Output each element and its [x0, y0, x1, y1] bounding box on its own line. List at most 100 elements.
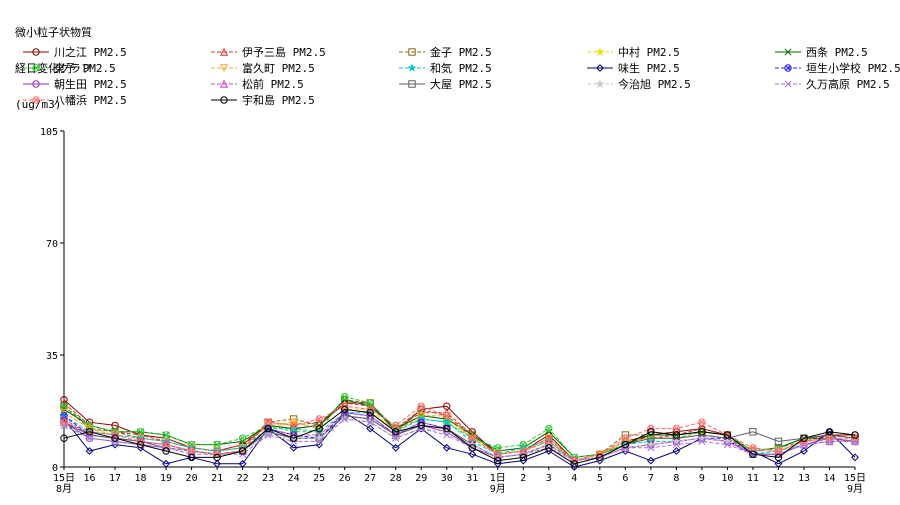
data-point: [289, 434, 298, 442]
data-point: [545, 444, 553, 452]
data-point: [800, 434, 808, 442]
legend-item: 中村 PM2.5: [586, 44, 680, 60]
data-point: [315, 415, 323, 423]
series-16: [60, 405, 859, 468]
legend-marker: [407, 63, 417, 72]
data-point: [60, 418, 68, 426]
legend-swatch: [775, 64, 801, 72]
chart-title-line-1: 微小粒子状物質: [15, 26, 92, 39]
legend-item: 垣生小学校 PM2.5: [774, 60, 900, 76]
data-point: [85, 447, 94, 455]
series-2: [60, 396, 859, 465]
data-point: [366, 408, 374, 417]
legend-marker: [32, 64, 40, 72]
x-tick-label: 14: [823, 473, 835, 484]
x-tick-label: 17: [109, 473, 121, 484]
legend-item: 久万高原 PM2.5: [774, 76, 890, 92]
data-point: [162, 447, 170, 455]
x-tick-label: 4: [571, 473, 577, 484]
legend-marker: [784, 64, 792, 72]
legend-item: 川之江 PM2.5: [22, 44, 127, 60]
data-point: [417, 421, 425, 430]
data-point: [187, 453, 196, 462]
data-point: [647, 444, 655, 452]
data-point: [289, 443, 298, 452]
data-point: [443, 412, 451, 420]
legend-swatch: [399, 48, 425, 56]
data-point: [468, 444, 476, 452]
legend-marker: [784, 48, 792, 56]
legend-marker: [784, 80, 792, 88]
x-month-label: 8月: [56, 483, 72, 495]
data-point: [851, 431, 859, 439]
legend-item: 朝生田 PM2.5: [22, 76, 127, 92]
data-point: [85, 434, 94, 442]
legend-label: 朝生田 PM2.5: [54, 78, 127, 91]
data-point: [213, 453, 221, 462]
x-tick-label: 16: [83, 473, 95, 484]
data-point: [391, 443, 400, 452]
data-point: [800, 447, 808, 455]
data-point: [366, 418, 374, 426]
data-point: [647, 428, 655, 436]
series-line: [63, 402, 856, 462]
legend-swatch: [211, 47, 237, 56]
legend-item: 今治旭 PM2.5: [586, 76, 691, 92]
plot-area: [59, 392, 860, 471]
legend-item: 伊予三島 PM2.5: [210, 44, 326, 60]
x-tick-label: 25: [313, 473, 325, 484]
data-point: [519, 453, 527, 462]
data-point: [340, 405, 349, 414]
series-line: [63, 405, 855, 462]
legend-label: 金子 PM2.5: [430, 46, 492, 59]
legend-swatch: [23, 96, 49, 104]
data-point: [392, 428, 400, 436]
data-point: [774, 437, 783, 446]
data-point: [468, 434, 476, 442]
y-axis-unit-label: (ug/m3): [15, 98, 62, 111]
data-point: [60, 434, 68, 442]
legend-marker: [596, 64, 604, 72]
series-0: [60, 396, 859, 465]
data-point: [697, 433, 707, 443]
legend-label: 松前 PM2.5: [242, 78, 304, 91]
x-tick-label: 6: [622, 473, 628, 484]
legend-item: 宇和島 PM2.5: [210, 92, 315, 108]
legend-label: 八幡浜 PM2.5: [54, 94, 127, 107]
data-point: [672, 447, 681, 455]
x-tick-label: 5: [597, 473, 603, 484]
data-point: [315, 437, 323, 445]
data-point: [85, 428, 94, 436]
data-point: [774, 459, 783, 468]
data-point: [314, 433, 324, 443]
legend-item: 八幡浜 PM2.5: [22, 92, 127, 108]
legend-label: 川之江 PM2.5: [54, 46, 127, 59]
legend-item: 和気 PM2.5: [398, 60, 492, 76]
legend-marker: [220, 96, 228, 104]
x-tick-label: 22: [237, 473, 249, 484]
legend-swatch: [399, 80, 425, 88]
x-tick-label: 13: [798, 473, 810, 484]
legend-label: 味生 PM2.5: [618, 62, 680, 75]
legend-swatch: [23, 64, 49, 72]
x-tick-label: 20: [186, 473, 198, 484]
legend-swatch: [211, 64, 237, 73]
legend-label: 今治旭 PM2.5: [618, 78, 691, 91]
legend-swatch: [775, 48, 801, 56]
legend-marker: [595, 47, 605, 56]
legend-swatch: [23, 48, 49, 56]
x-tick-label: 28: [390, 473, 402, 484]
data-point: [289, 421, 298, 430]
y-tick-label: 35: [46, 351, 58, 362]
legend-label: 宇和島 PM2.5: [242, 94, 315, 107]
data-point: [621, 440, 630, 449]
x-tick-label: 3: [546, 473, 552, 484]
data-point: [646, 456, 655, 465]
legend-swatch: [211, 96, 237, 104]
legend-item: 西条 PM2.5: [774, 44, 868, 60]
data-point: [392, 434, 400, 442]
x-tick-label: 9: [699, 473, 705, 484]
legend-swatch: [775, 80, 801, 88]
legend-marker: [219, 79, 229, 88]
data-point: [443, 424, 451, 433]
